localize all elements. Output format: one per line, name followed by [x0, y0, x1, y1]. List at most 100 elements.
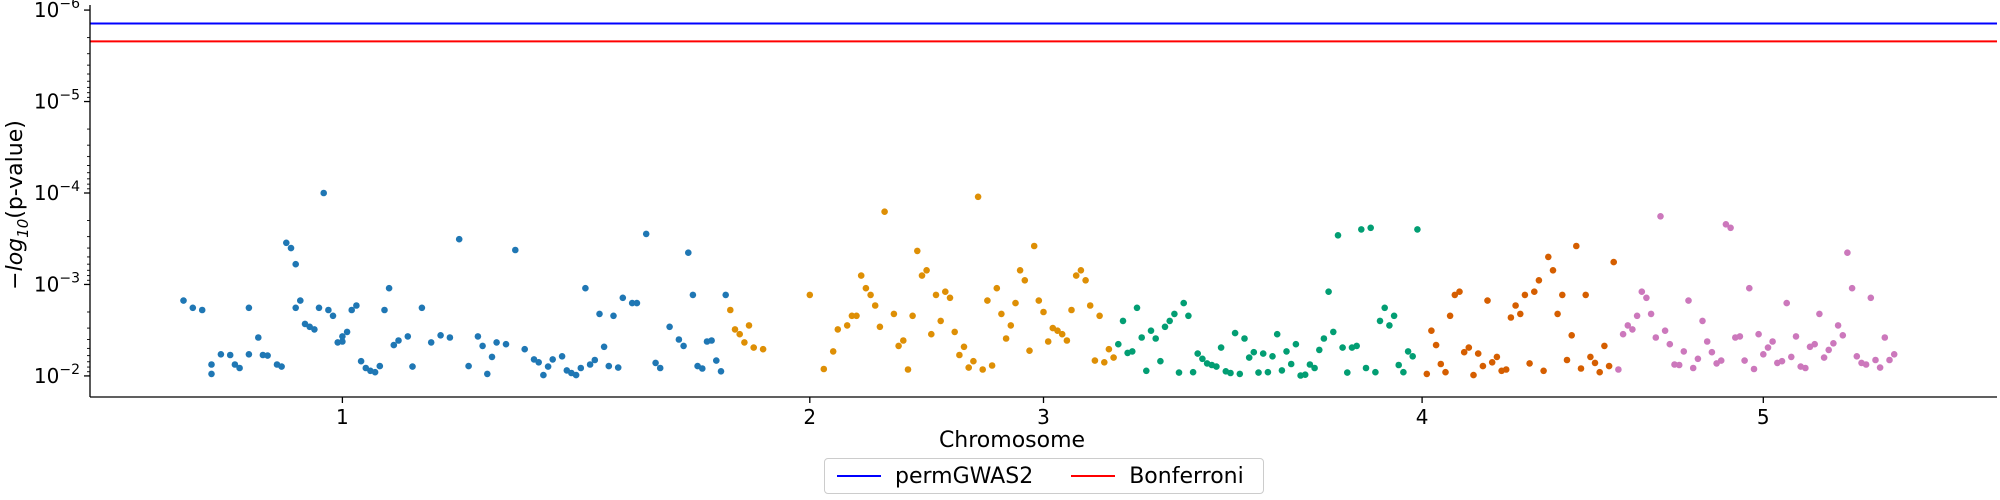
data-point: [942, 288, 949, 296]
data-point: [189, 304, 197, 312]
data-point: [479, 342, 486, 350]
data-point: [1717, 357, 1725, 364]
data-point: [848, 312, 856, 320]
data-point: [689, 291, 697, 299]
data-point: [1432, 341, 1440, 349]
data-point: [699, 365, 706, 372]
data-point: [1016, 267, 1024, 274]
data-point: [264, 352, 271, 359]
data-point: [1582, 291, 1589, 299]
data-point: [1601, 342, 1608, 350]
data-point: [1283, 348, 1290, 355]
data-point: [652, 359, 659, 367]
data-point: [1423, 370, 1431, 378]
data-point: [1792, 333, 1800, 340]
data-point: [1484, 297, 1491, 304]
data-point: [1386, 322, 1393, 329]
data-point: [1091, 357, 1099, 364]
data-point: [339, 333, 346, 340]
data-point: [937, 317, 944, 325]
data-point: [208, 370, 215, 378]
data-point: [198, 306, 206, 314]
data-point: [904, 366, 912, 373]
data-point: [1040, 308, 1047, 316]
data-point: [217, 351, 225, 358]
y-tick-label: 10−2: [34, 362, 80, 388]
data-point: [1741, 357, 1748, 364]
data-point: [1002, 335, 1010, 342]
data-point: [1451, 291, 1459, 299]
data-point: [1876, 364, 1884, 371]
data-point: [628, 299, 636, 307]
data-point: [1442, 368, 1449, 376]
data-point: [1685, 297, 1692, 304]
data-point: [1044, 338, 1052, 345]
data-point: [610, 312, 617, 320]
data-point: [1058, 330, 1066, 338]
data-point: [582, 284, 589, 292]
data-point: [1199, 355, 1206, 363]
data-point: [1344, 369, 1351, 376]
data-point: [895, 342, 902, 350]
legend-entry-bonferroni: Bonferroni: [1065, 464, 1244, 489]
data-point: [577, 364, 585, 372]
data-point: [544, 363, 552, 370]
data-point: [857, 272, 865, 279]
data-point: [605, 362, 613, 370]
data-point: [736, 330, 743, 338]
data-point: [932, 291, 940, 299]
data-point: [371, 368, 379, 376]
data-point: [745, 322, 753, 329]
data-point: [1119, 317, 1127, 325]
data-point: [1886, 356, 1893, 364]
data-point: [642, 230, 650, 238]
y-tick-label: 10−4: [34, 179, 80, 205]
data-point: [1760, 351, 1767, 358]
data-point: [1096, 312, 1103, 320]
data-point: [245, 304, 253, 312]
data-point: [928, 330, 935, 338]
data-point: [283, 239, 290, 247]
data-point: [1699, 317, 1706, 325]
data-point: [311, 326, 318, 333]
data-point: [1101, 359, 1108, 366]
data-point: [1587, 353, 1594, 361]
data-point: [404, 333, 412, 340]
data-point: [1577, 365, 1585, 372]
data-point: [918, 272, 926, 279]
data-point: [1568, 332, 1575, 339]
data-point: [1615, 366, 1622, 373]
data-point: [1404, 348, 1412, 355]
data-point: [1082, 277, 1089, 284]
data-point: [1545, 253, 1552, 261]
data-point: [727, 306, 734, 314]
data-point: [1764, 344, 1772, 351]
data-point: [1596, 368, 1603, 376]
data-point: [984, 297, 991, 304]
data-point: [512, 246, 519, 254]
data-point: [890, 310, 898, 318]
data-point: [1414, 226, 1421, 233]
data-point: [656, 364, 664, 372]
data-point: [1255, 369, 1262, 376]
data-point: [236, 364, 243, 372]
data-point: [1867, 294, 1875, 302]
data-point: [1680, 348, 1688, 355]
data-point: [455, 235, 463, 243]
data-point: [988, 362, 996, 369]
data-point: [437, 332, 444, 339]
data-point: [998, 310, 1005, 318]
data-point: [1330, 328, 1337, 336]
data-point: [1881, 334, 1889, 341]
data-point: [1591, 359, 1599, 367]
threshold-lines: [90, 22, 1997, 43]
data-point: [909, 312, 916, 320]
data-point: [1526, 360, 1533, 367]
data-point: [1839, 332, 1847, 339]
data-point: [292, 304, 300, 312]
data-point: [619, 294, 627, 302]
y-axis-label-log: log: [3, 238, 28, 272]
data-point: [741, 339, 748, 346]
data-point: [914, 247, 921, 255]
data-point: [722, 291, 729, 299]
